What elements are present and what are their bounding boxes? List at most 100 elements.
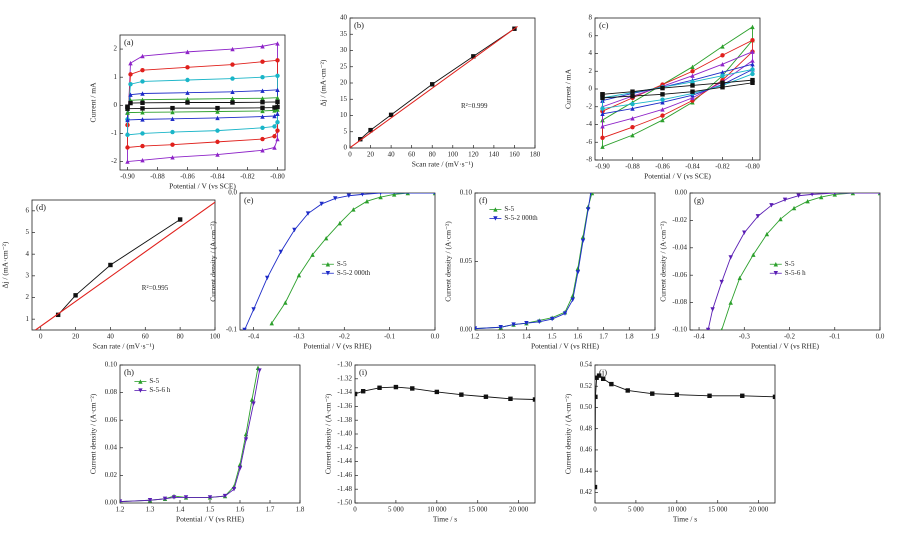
marker (351, 207, 356, 212)
x-tick-label: 20 (367, 151, 375, 159)
x-tick-label: 1.9 (651, 333, 660, 341)
marker (170, 116, 175, 122)
x-tick-label: 40 (388, 151, 396, 159)
x-tick-label: 1.4 (176, 506, 185, 514)
marker (434, 389, 440, 395)
marker (769, 203, 774, 208)
x-tick-label: -0.86 (655, 163, 670, 171)
marker (275, 119, 280, 125)
marker (537, 319, 542, 324)
annotation: R²=0.999 (461, 102, 488, 110)
x-tick-label: -0.90 (595, 163, 610, 171)
marker (185, 77, 190, 83)
y-tick-label: 0 (589, 85, 593, 93)
marker (878, 193, 880, 196)
marker (690, 73, 695, 78)
panel: 0 5 000 10 000 15 000 20 000 -1.50 -1.48 -1.46 -… (324, 361, 536, 524)
y-tick-label: 0.06 (105, 416, 118, 424)
x-tick-label: -0.84 (210, 173, 225, 181)
marker (471, 54, 476, 59)
marker (650, 391, 655, 396)
marker (609, 381, 614, 387)
x-axis-label: Potential / V (vs RHE) (176, 515, 245, 524)
marker (170, 142, 175, 147)
marker (433, 193, 435, 196)
panel-label: (a) (124, 37, 134, 47)
marker (222, 493, 228, 499)
marker (260, 96, 265, 101)
marker (278, 249, 284, 255)
x-tick-label: 1.8 (625, 333, 634, 341)
marker (260, 59, 265, 64)
marker (125, 132, 130, 138)
series-line (602, 51, 753, 127)
y-tick-label: 1 (26, 315, 30, 323)
marker (140, 91, 145, 96)
y-tick-label: 5 (344, 127, 348, 135)
panel: -0.90 -0.88 -0.86 -0.84 -0.82 -0.80 -8 -6 -4 -2 0 2… (564, 14, 761, 181)
x-tick-label: 160 (509, 151, 520, 159)
y-tick-label: 0.00 (460, 326, 473, 334)
marker (128, 60, 133, 66)
y-tick-label: 0.00 (105, 499, 118, 507)
marker (660, 85, 665, 91)
series-line (127, 75, 278, 136)
marker (237, 462, 243, 467)
y-tick-label: 15 (340, 95, 348, 103)
marker (483, 394, 489, 399)
marker (630, 132, 635, 138)
marker (773, 262, 778, 267)
x-tick-label: 180 (530, 151, 541, 159)
marker (260, 136, 265, 142)
x-tick-label: 20 000 (749, 506, 769, 514)
marker (147, 498, 153, 503)
marker (260, 148, 265, 153)
marker (185, 49, 190, 55)
marker (818, 194, 824, 200)
marker (360, 193, 365, 197)
y-tick-label: -1.40 (337, 430, 352, 438)
marker (185, 65, 190, 70)
marker (140, 79, 145, 84)
marker (750, 67, 755, 72)
x-tick-label: -0.80 (745, 163, 760, 171)
legend-label: S-5-6 h (785, 269, 806, 277)
plot-frame (349, 17, 536, 149)
marker (260, 125, 265, 131)
marker (275, 73, 280, 78)
x-tick-label: 100 (210, 333, 221, 341)
marker (251, 307, 256, 312)
x-tick-label: 15 000 (468, 506, 488, 514)
x-tick-label: 40 (107, 333, 115, 341)
marker (120, 499, 123, 503)
marker (580, 234, 586, 240)
plot-frame (119, 364, 301, 504)
x-tick-label: 120 (468, 151, 479, 159)
marker (430, 82, 435, 87)
marker (585, 207, 591, 212)
plot-frame (474, 192, 656, 331)
marker (125, 145, 130, 150)
marker (710, 307, 715, 312)
x-tick-label: 1.2 (471, 333, 480, 341)
marker (162, 496, 168, 502)
x-tick-label: 1.5 (206, 506, 215, 514)
marker (215, 152, 220, 157)
y-tick-label: 0.42 (580, 488, 593, 496)
plot-frame (689, 192, 881, 331)
marker (600, 92, 605, 97)
series-line (475, 193, 592, 330)
marker (73, 293, 78, 298)
marker (292, 227, 297, 233)
marker (850, 193, 856, 196)
series-line (57, 219, 181, 316)
y-tick-label: -2 (111, 157, 117, 165)
y-tick-label: 6 (589, 31, 593, 39)
marker (508, 396, 513, 402)
marker (364, 199, 370, 204)
marker (630, 93, 635, 99)
marker (600, 106, 605, 111)
marker (570, 293, 575, 298)
marker (368, 127, 373, 133)
